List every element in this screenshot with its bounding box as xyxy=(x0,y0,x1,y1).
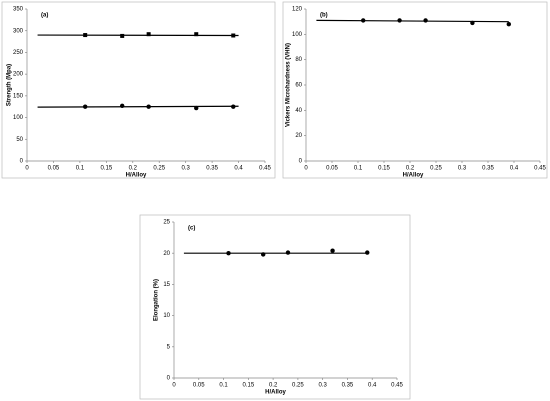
y-tick-label: 100 xyxy=(292,32,303,38)
x-tick-label: 0.1 xyxy=(219,383,228,389)
panel-label: (b) xyxy=(320,13,328,19)
x-axis-label: H/Alloy xyxy=(265,390,286,396)
marker xyxy=(285,250,291,255)
marker xyxy=(146,32,151,37)
y-tick-label: 200 xyxy=(13,72,24,78)
panel-frame xyxy=(139,214,411,400)
x-tick-label: 0.4 xyxy=(510,166,519,172)
marker xyxy=(231,33,236,38)
x-tick-label: 0.05 xyxy=(193,383,205,389)
y-tick-label: 0 xyxy=(20,159,24,165)
panel-frame xyxy=(1,1,276,179)
y-tick-label: 100 xyxy=(13,115,24,121)
x-tick-label: 0 xyxy=(304,166,308,172)
x-tick-label: 0 xyxy=(25,166,29,172)
marker xyxy=(330,248,335,253)
x-tick-label: 0.4 xyxy=(368,383,377,389)
x-tick-label: 0.25 xyxy=(292,383,304,389)
x-tick-label: 0.4 xyxy=(234,166,243,172)
y-axis-label: Vickers Microhardness (VHN) xyxy=(286,43,292,127)
marker xyxy=(194,105,199,111)
marker xyxy=(470,20,475,26)
marker xyxy=(226,251,231,256)
x-axis-label: H/Alloy xyxy=(126,173,147,179)
marker xyxy=(194,32,199,37)
x-tick-label: 0.2 xyxy=(129,166,138,172)
marker xyxy=(120,33,125,38)
x-tick-label: 0.05 xyxy=(48,166,60,172)
marker xyxy=(261,252,266,257)
x-axis-label: H/Alloy xyxy=(403,173,424,179)
y-tick-label: 15 xyxy=(163,282,170,288)
marker xyxy=(397,18,402,23)
y-tick-label: 20 xyxy=(163,251,170,257)
x-tick-label: 0.45 xyxy=(391,383,403,389)
x-tick-label: 0.35 xyxy=(342,383,354,389)
x-tick-label: 0.15 xyxy=(242,383,254,389)
x-tick-label: 0.1 xyxy=(354,166,363,172)
x-tick-label: 0.35 xyxy=(482,166,494,172)
marker xyxy=(231,104,236,109)
y-axis-label: Elongation (%) xyxy=(154,279,160,321)
y-axis-label: Strength (Mpa) xyxy=(7,64,13,106)
y-tick-label: 0 xyxy=(299,159,303,165)
x-tick-label: 0.15 xyxy=(100,166,112,172)
marker xyxy=(82,104,88,109)
y-tick-label: 50 xyxy=(16,137,23,143)
x-tick-label: 0.3 xyxy=(181,166,190,172)
y-tick-label: 300 xyxy=(13,28,24,34)
y-tick-label: 40 xyxy=(295,108,302,114)
marker xyxy=(423,18,428,23)
x-tick-label: 0.45 xyxy=(534,166,546,172)
x-tick-label: 0.15 xyxy=(378,166,390,172)
x-tick-label: 0.2 xyxy=(406,166,415,172)
y-tick-label: 350 xyxy=(13,7,24,13)
marker xyxy=(83,33,88,38)
y-tick-label: 0 xyxy=(167,376,171,382)
y-tick-label: 5 xyxy=(167,344,171,350)
x-tick-label: 0.25 xyxy=(430,166,442,172)
x-tick-label: 0.05 xyxy=(326,166,338,172)
y-tick-label: 250 xyxy=(13,50,24,56)
marker xyxy=(146,104,151,109)
x-tick-label: 0.3 xyxy=(318,383,327,389)
marker xyxy=(120,103,125,109)
x-tick-label: 0.25 xyxy=(153,166,165,172)
y-tick-label: 20 xyxy=(295,133,302,139)
x-tick-label: 0.35 xyxy=(206,166,218,172)
x-tick-label: 0.1 xyxy=(76,166,85,172)
y-tick-label: 10 xyxy=(163,313,170,319)
panel-label: (c) xyxy=(188,226,195,232)
marker xyxy=(365,250,370,255)
x-tick-label: 0.2 xyxy=(269,383,278,389)
marker xyxy=(506,22,511,27)
x-tick-label: 0 xyxy=(172,383,176,389)
trend-line xyxy=(316,19,509,23)
y-tick-label: 80 xyxy=(295,57,302,63)
panel-label: (a) xyxy=(41,13,48,19)
trend-line xyxy=(37,105,239,108)
y-tick-label: 150 xyxy=(13,93,24,99)
y-tick-label: 25 xyxy=(163,220,170,226)
y-tick-label: 120 xyxy=(292,7,303,13)
x-tick-label: 0.3 xyxy=(458,166,467,172)
x-tick-label: 0.45 xyxy=(259,166,271,172)
marker xyxy=(361,18,366,23)
y-tick-label: 60 xyxy=(295,83,302,89)
panel-frame xyxy=(282,1,548,179)
